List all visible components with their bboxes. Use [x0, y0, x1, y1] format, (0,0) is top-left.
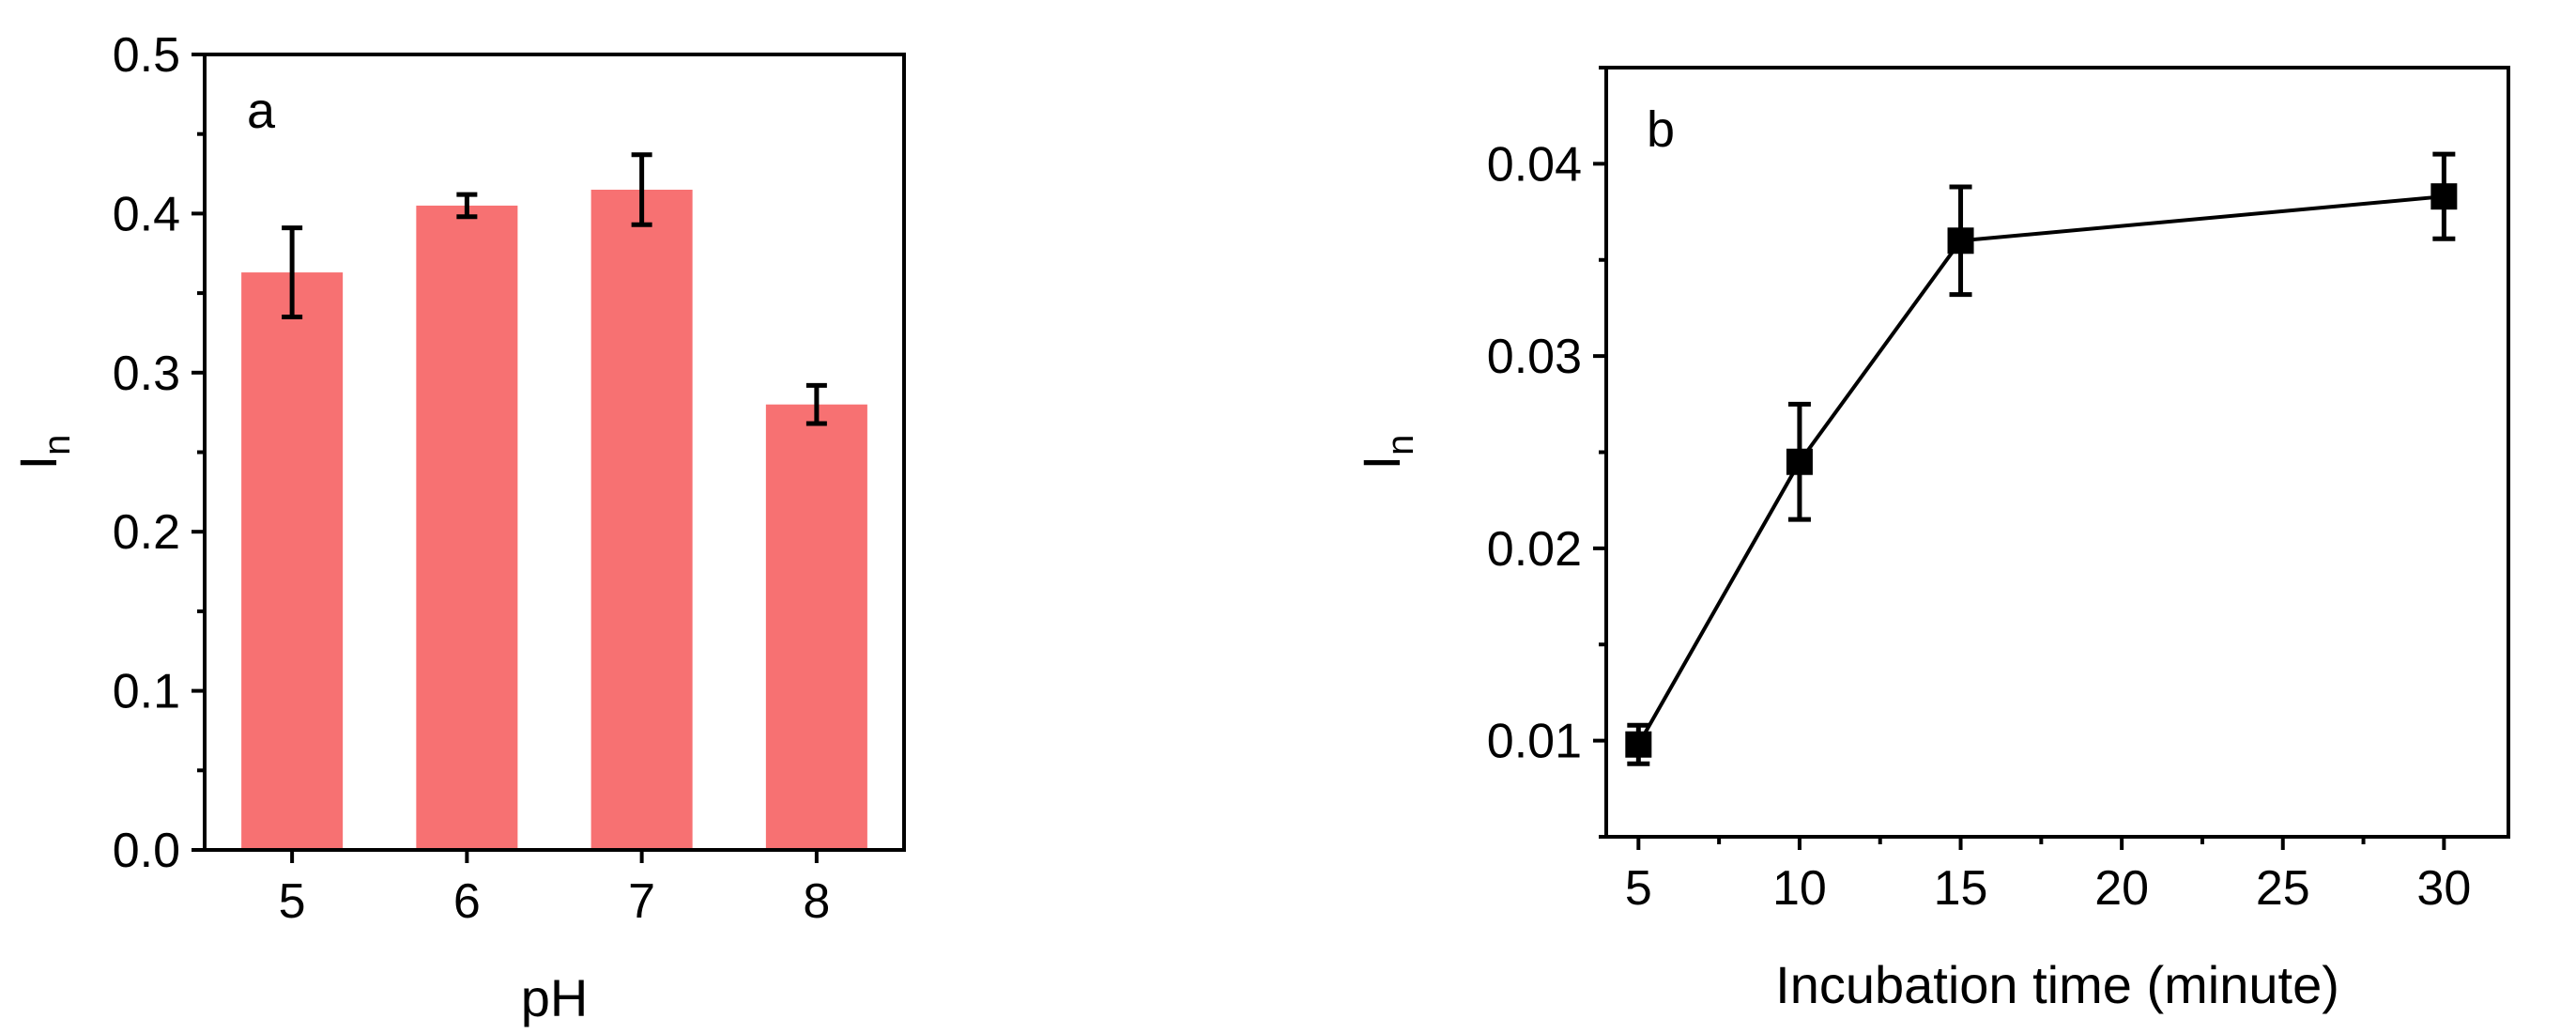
y-tick-label: 0.0	[113, 824, 180, 878]
x-tick-label: 5	[1625, 861, 1652, 916]
x-axis-title-a: pH	[521, 968, 589, 1027]
x-tick-label: 30	[2416, 861, 2471, 916]
x-tick-label: 15	[1934, 861, 1988, 916]
y-tick-label: 0.3	[113, 347, 180, 401]
plot-frame-b	[1604, 66, 2510, 839]
panel-label-a: a	[247, 83, 276, 139]
y-axis-title-subscript: n	[37, 435, 78, 455]
panel-label-b: b	[1647, 101, 1675, 158]
y-tick-label: 0.01	[1487, 715, 1582, 769]
y-axis-title-subscript: n	[1380, 435, 1421, 455]
x-tick-label: 5	[279, 874, 306, 929]
error-bar-ph-7	[631, 152, 652, 227]
x-tick-label: 8	[803, 874, 830, 929]
y-tick-label: 0.2	[113, 505, 180, 560]
x-tick-label: 7	[628, 874, 655, 929]
x-tick-label: 6	[453, 874, 481, 929]
x-tick-label: 10	[1772, 861, 1827, 916]
data-point-t-10	[1786, 448, 1813, 475]
y-axis-title-a: In	[8, 435, 78, 471]
y-tick-label: 0.03	[1487, 330, 1582, 384]
data-point-t-5	[1625, 731, 1652, 758]
data-point-t-30	[2430, 183, 2458, 210]
x-tick-label: 25	[2256, 861, 2310, 916]
bar-ph-6	[416, 205, 518, 850]
bar-ph-5	[241, 272, 344, 850]
y-axis-title-b: In	[1352, 435, 1421, 471]
error-bar-ph-6	[456, 192, 478, 220]
data-line	[1636, 194, 2445, 746]
y-tick-label: 0.5	[113, 28, 180, 83]
chart-panel-a: 0.0 0.1 0.2 0.3 0.4 0.5 5 6 7 8 a pH In	[8, 28, 906, 1027]
data-point-t-15	[1947, 227, 1974, 255]
y-tick-label: 0.04	[1487, 137, 1582, 192]
chart-panel-b: 0.01 0.02 0.03 0.04 5 10 15 20 25 30 b Incubation t…	[1352, 66, 2510, 1014]
y-tick-label: 0.1	[113, 665, 180, 719]
y-axis-title-main: I	[1352, 455, 1411, 471]
bar-ph-7	[590, 189, 693, 851]
error-bar-ph-8	[805, 382, 827, 426]
bar-ph-8	[765, 404, 867, 850]
x-tick-label: 20	[2094, 861, 2149, 916]
y-tick-label: 0.02	[1487, 522, 1582, 577]
error-bar-ph-5	[282, 225, 303, 320]
y-tick-label: 0.4	[113, 187, 180, 241]
y-axis-title-main: I	[8, 455, 68, 471]
x-axis-title-b: Incubation time (minute)	[1775, 955, 2339, 1014]
